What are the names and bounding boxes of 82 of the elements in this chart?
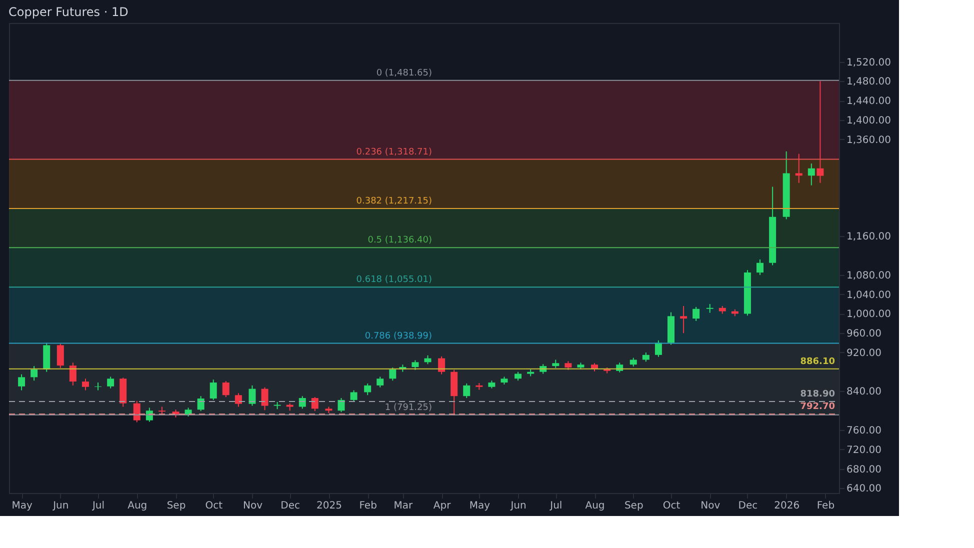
y-tick-label: 1,480.00 [846, 76, 892, 88]
x-tick-label: Jul [91, 500, 105, 512]
candlestick [69, 362, 76, 386]
candlestick [376, 376, 384, 388]
candlestick [350, 390, 358, 402]
x-tick-label: Jul [549, 500, 562, 512]
candlestick [706, 304, 714, 314]
y-tick-label: 1,000.00 [846, 309, 892, 320]
x-tick-label: Jun [510, 500, 526, 512]
ref-line-label: 792.70 [800, 402, 835, 412]
y-tick-label: 1,360.00 [846, 134, 892, 146]
candlestick [654, 340, 662, 358]
x-tick-label: Sep [624, 500, 644, 512]
y-tick-label: 760.00 [846, 426, 882, 437]
y-tick-label: 960.00 [846, 328, 882, 340]
x-tick-label: Feb [359, 500, 377, 512]
ref-line-label: 0.382 (1,217.15) [356, 196, 432, 207]
x-tick-label: Feb [816, 500, 835, 512]
candlestick [222, 380, 230, 398]
x-tick-label: May [469, 500, 490, 512]
y-tick-label: 1,520.00 [846, 57, 892, 68]
candlestick [808, 163, 815, 186]
y-tick-label: 920.00 [846, 348, 882, 359]
candlestick [756, 258, 764, 276]
candlestick [18, 374, 26, 391]
ref-line-label: 1 (791.25) [384, 402, 432, 413]
candlestick [389, 367, 396, 382]
ref-line-label: 886.10 [800, 356, 835, 367]
y-tick-label: 720.00 [846, 444, 882, 456]
x-tick-label: Nov [700, 500, 720, 512]
y-tick-label: 1,040.00 [846, 290, 892, 301]
candlestick [463, 382, 470, 399]
candlestick [30, 366, 38, 382]
ref-line-label: 0.5 (1,136.40) [368, 236, 432, 246]
candlestick [412, 360, 419, 370]
y-tick-label: 840.00 [846, 386, 882, 398]
y-tick-label: 1,440.00 [846, 96, 892, 108]
y-tick-label: 1,400.00 [846, 115, 892, 126]
x-tick-label: Sep [166, 500, 186, 512]
candlestick [197, 396, 204, 412]
y-tick-label: 680.00 [846, 464, 882, 476]
candlestick [248, 384, 256, 406]
x-tick-label: Aug [128, 500, 148, 512]
x-tick-label: Mar [394, 500, 414, 512]
candlestick [642, 352, 650, 362]
candlestick [816, 80, 824, 184]
candlestick [107, 376, 114, 389]
ref-line-label: 0.236 (1,318.71) [356, 147, 432, 158]
ref-line-label: 0.786 (938.99) [364, 331, 432, 342]
x-tick-label: Jun [52, 500, 69, 512]
x-tick-label: 2025 [316, 500, 342, 512]
candlestick [795, 153, 802, 184]
candlestick [82, 378, 89, 391]
y-tick-label: 1,080.00 [846, 270, 892, 282]
y-tick-label: 640.00 [846, 484, 882, 495]
x-tick-label: May [12, 500, 32, 512]
candlestick [311, 396, 318, 412]
x-tick-label: Nov [242, 500, 263, 512]
candlestick [680, 305, 688, 334]
candlestick [438, 356, 446, 375]
x-tick-label: Dec [738, 500, 758, 512]
candlestick [94, 382, 102, 391]
ref-line-label: 0.618 (1,055.01) [356, 275, 432, 286]
candlestick [234, 392, 242, 408]
candlestick [692, 306, 700, 322]
candlestick [298, 396, 306, 410]
candlestick [133, 400, 140, 423]
x-tick-label: Aug [585, 500, 605, 512]
x-tick-label: 2026 [774, 500, 800, 512]
x-tick-label: Oct [662, 500, 680, 512]
candlestick [338, 398, 345, 413]
candlestick [56, 343, 64, 368]
x-tick-label: Oct [205, 500, 223, 512]
ref-line-label: 818.90 [800, 389, 835, 400]
chart-title: Copper Futures · 1D [8, 5, 128, 19]
y-tick-label: 1,160.00 [846, 232, 892, 243]
candlestick [210, 379, 217, 400]
ref-line-label: 0 (1,481.65) [376, 68, 432, 78]
x-tick-label: Apr [433, 500, 452, 512]
candlestick [364, 382, 372, 396]
candlestick [261, 386, 268, 411]
x-tick-label: Dec [280, 500, 300, 512]
